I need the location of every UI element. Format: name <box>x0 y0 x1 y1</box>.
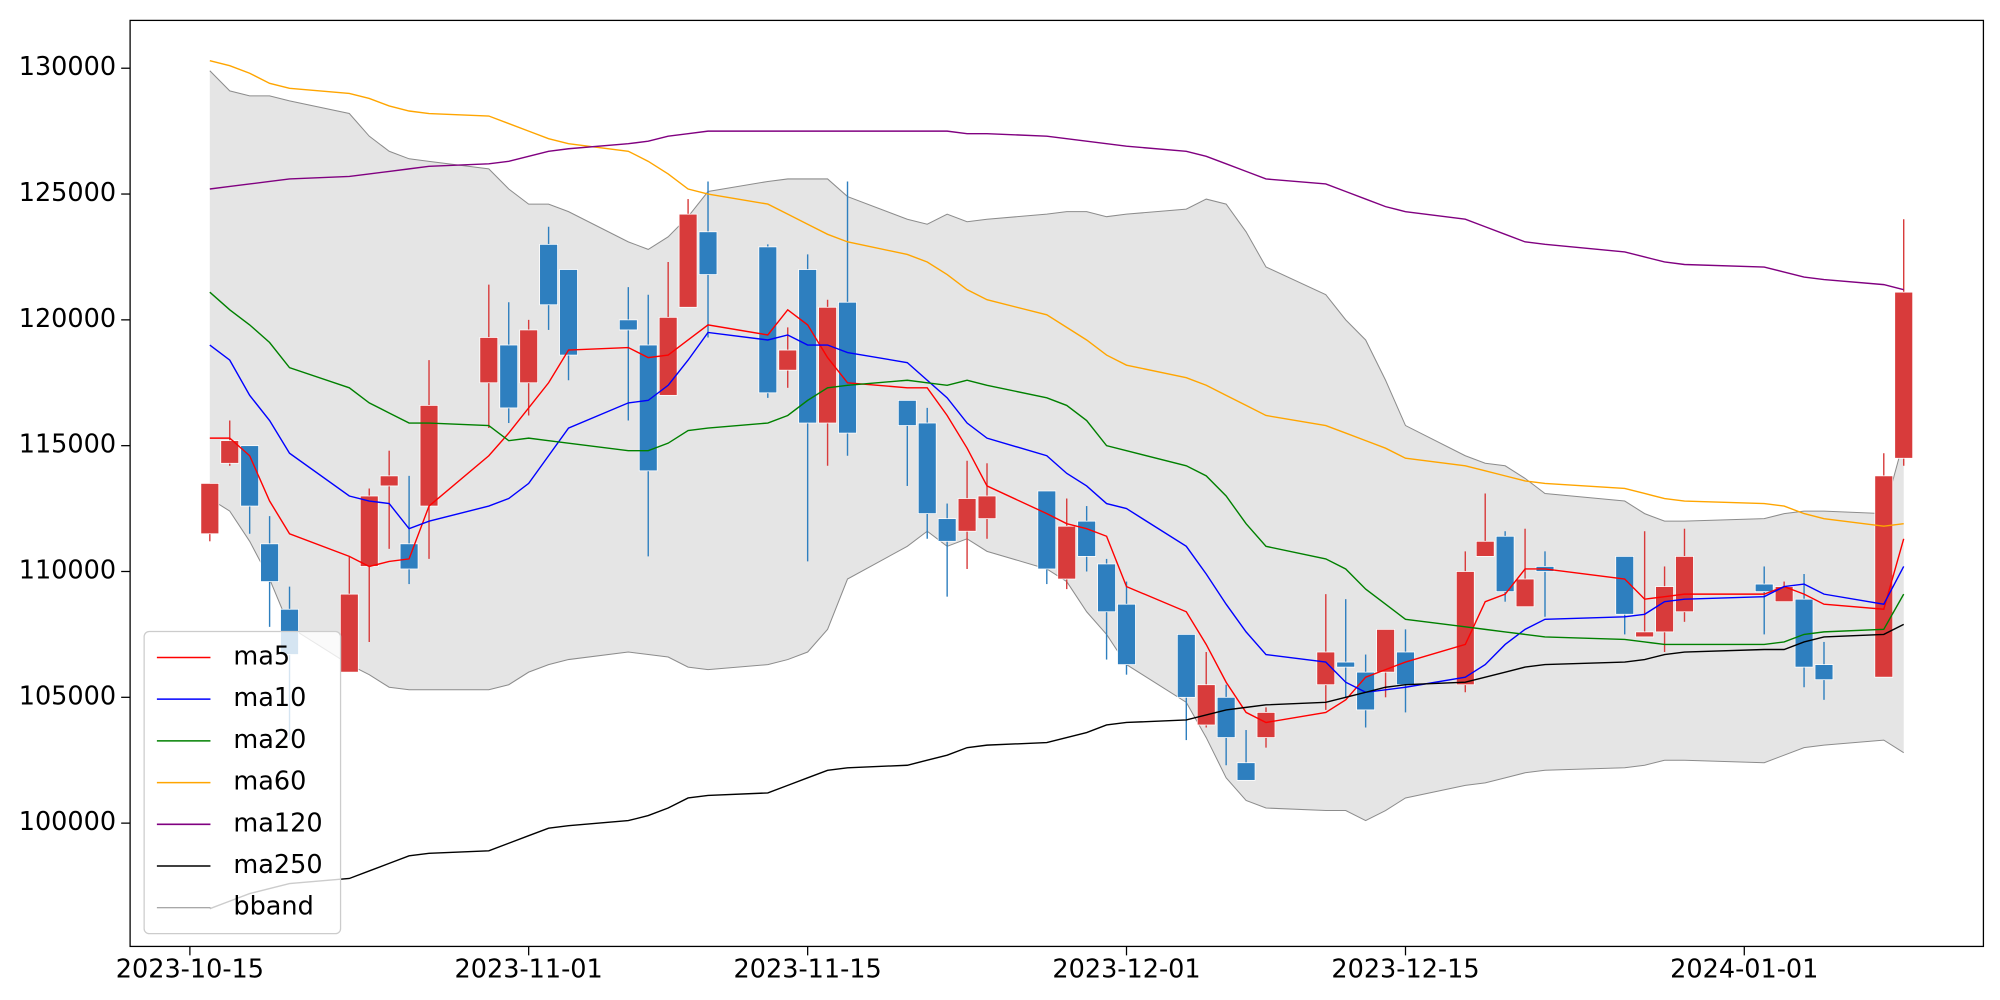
legend-box <box>143 630 342 935</box>
ma-line <box>209 130 1904 291</box>
plot-frame <box>129 19 1985 948</box>
band-upper <box>209 70 1905 522</box>
candle-body <box>1495 535 1515 593</box>
candle-body <box>559 269 578 356</box>
y-tick-label: 120000 <box>19 304 116 334</box>
y-tick-label: 105000 <box>19 681 116 711</box>
line-layer <box>209 59 1905 910</box>
candle-body <box>1675 556 1694 613</box>
y-tick-label: 115000 <box>19 430 116 460</box>
candle-body <box>977 495 997 520</box>
candle-body <box>1216 696 1236 738</box>
ma-line <box>209 331 1905 693</box>
candle-body <box>798 269 818 424</box>
legend-label: bband <box>233 892 313 922</box>
candle-body <box>539 243 558 306</box>
candle-body <box>1176 634 1196 698</box>
candle-body <box>359 495 379 567</box>
y-tick-label: 100000 <box>19 807 116 837</box>
axis-layer: 100000 105000 110000 115000 120000 125000 1300… <box>19 52 1819 984</box>
candle-body <box>818 306 837 424</box>
ma-line <box>209 291 1905 646</box>
band-layer <box>209 70 1905 822</box>
candle-body <box>499 344 519 409</box>
x-tick-label: 2023-12-15 <box>1331 955 1479 985</box>
legend-label: ma10 <box>233 683 306 713</box>
candle-body <box>638 344 658 472</box>
candle-body <box>1256 712 1276 738</box>
y-tick-label: 130000 <box>19 52 116 82</box>
candle-body <box>240 445 260 507</box>
y-tick-label: 110000 <box>19 555 116 585</box>
candle-body <box>1236 762 1256 781</box>
candle-body <box>1057 525 1077 580</box>
x-tick-label: 2023-10-15 <box>116 955 264 985</box>
candle-body <box>220 440 240 464</box>
candle-body <box>1196 684 1216 726</box>
legend: ma5 ma10 ma20 ma60 ma120 ma250 bband <box>143 630 342 935</box>
candle-body <box>1316 651 1336 686</box>
x-tick-label: 2024-01-01 <box>1670 955 1818 985</box>
candle-body <box>1376 628 1395 673</box>
candle-body <box>399 543 419 570</box>
candle-body <box>339 593 359 673</box>
candle-body <box>917 422 937 514</box>
candle-body <box>1396 651 1415 686</box>
legend-label: ma60 <box>233 767 306 797</box>
candle-body <box>778 349 798 371</box>
candle-body <box>479 337 499 384</box>
candle-body <box>1754 583 1774 593</box>
candle-body <box>618 319 638 331</box>
candle-body <box>260 543 279 582</box>
band-area <box>209 70 1904 821</box>
candle-body <box>1635 631 1654 638</box>
candle-body <box>758 246 778 394</box>
candle-body <box>379 475 399 487</box>
candle-body <box>1475 540 1495 557</box>
candle-body <box>1117 603 1136 665</box>
candle-body <box>200 483 220 535</box>
candle-body <box>678 213 698 308</box>
candle-body <box>1615 556 1635 615</box>
x-tick-label: 2023-12-01 <box>1052 955 1200 985</box>
legend-label: ma250 <box>233 850 322 880</box>
ma-line <box>209 623 1905 910</box>
candle-body <box>1814 664 1834 681</box>
y-tick-label: 125000 <box>19 178 116 208</box>
candle-body <box>419 405 439 507</box>
legend-label: ma20 <box>233 725 306 755</box>
band-lower <box>209 498 1904 822</box>
x-tick-label: 2023-11-01 <box>455 955 603 985</box>
candle-body <box>1655 586 1674 633</box>
candle-body <box>1894 291 1914 459</box>
ma-line <box>209 59 1904 527</box>
x-tick-label: 2023-11-15 <box>734 955 882 985</box>
legend-label: ma120 <box>233 808 322 838</box>
candle-body <box>1874 475 1894 678</box>
candle-body <box>937 518 957 542</box>
legend-label: ma5 <box>233 641 290 671</box>
candle-body <box>1336 661 1356 668</box>
candle-body <box>838 301 857 434</box>
candle-body <box>1097 563 1116 613</box>
ma-line <box>209 308 1905 724</box>
candle-body <box>698 231 718 275</box>
candle-body <box>519 329 539 384</box>
candle-body <box>957 498 977 532</box>
candle-body <box>897 399 917 426</box>
candle-body <box>1515 578 1535 608</box>
candle-body <box>1037 490 1057 570</box>
